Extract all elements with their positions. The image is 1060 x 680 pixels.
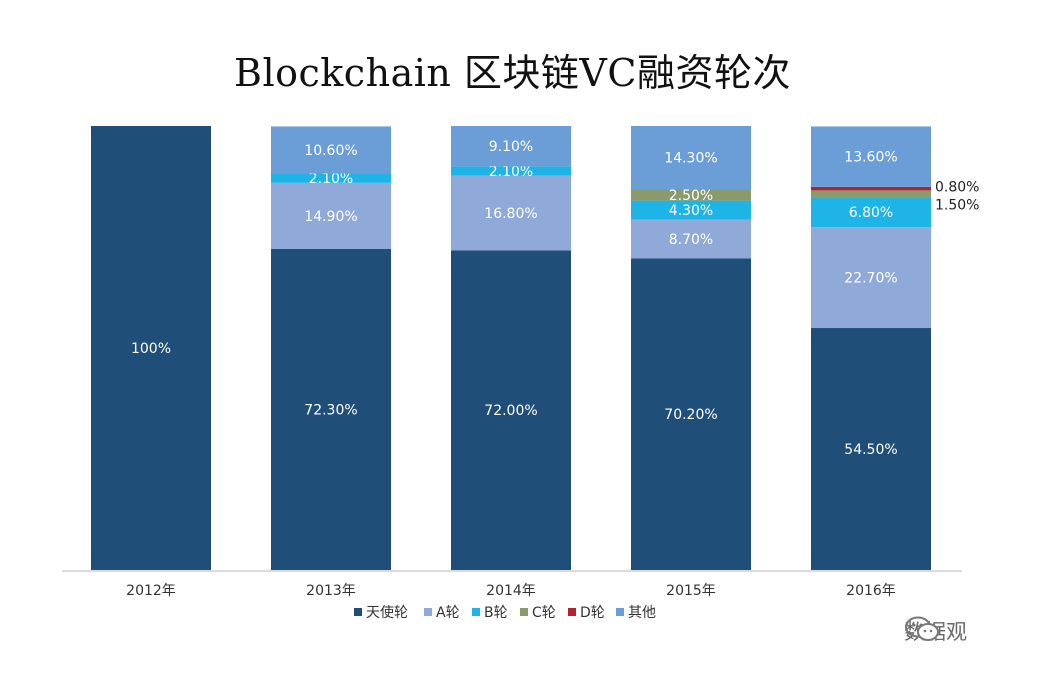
legend-swatch (568, 608, 576, 616)
data-label-outside: 1.50% (935, 198, 979, 214)
data-label: 54.50% (844, 442, 897, 458)
bar-segment-B轮 (451, 166, 571, 176)
bar-segment-天使轮 (91, 126, 211, 570)
x-tick-label: 2016年 (846, 583, 896, 599)
data-label: 14.30% (664, 151, 717, 167)
legend-label: B轮 (484, 605, 508, 621)
bar-segment-B轮 (811, 197, 931, 228)
watermark: 数据观 (904, 616, 967, 646)
data-label: 2.10% (489, 164, 533, 180)
bar-segment-C轮 (811, 190, 931, 198)
legend-label: C轮 (532, 605, 556, 621)
data-label: 4.30% (669, 203, 713, 219)
data-label-outside: 0.80% (935, 180, 979, 196)
legend-label: 天使轮 (366, 604, 408, 621)
bar-segment-其他 (811, 126, 931, 187)
data-label: 6.80% (849, 205, 893, 221)
x-tick-label: 2013年 (306, 583, 356, 599)
data-label: 13.60% (844, 150, 897, 166)
chart-title: Blockchain 区块链VC融资轮次 (234, 51, 791, 95)
bar-segment-B轮 (631, 200, 751, 220)
legend-swatch (520, 608, 528, 616)
x-tick-label: 2014年 (486, 583, 536, 599)
bar-segment-A轮 (451, 175, 571, 251)
legend-label: D轮 (580, 605, 605, 621)
x-tick-label: 2015年 (666, 583, 716, 599)
bar-segment-A轮 (631, 219, 751, 259)
bar-segment-天使轮 (631, 258, 751, 570)
data-label: 8.70% (669, 232, 713, 248)
legend-swatch (616, 608, 624, 616)
data-label: 9.10% (489, 139, 533, 155)
wechat-logo-icon (905, 616, 939, 641)
bar-segment-其他 (631, 126, 751, 190)
bar-segment-天使轮 (451, 250, 571, 570)
bar-segment-B轮 (271, 173, 391, 183)
legend-label: A轮 (436, 605, 460, 621)
legend-swatch (472, 608, 480, 616)
data-label: 14.90% (304, 209, 357, 225)
bar-segment-A轮 (811, 227, 931, 329)
bar-segment-D轮 (811, 186, 931, 191)
legend-swatch (354, 608, 362, 616)
data-label: 100% (131, 341, 171, 357)
bar-segment-C轮 (631, 189, 751, 201)
bar-segment-天使轮 (271, 248, 391, 570)
data-label: 70.20% (664, 407, 717, 423)
x-tick-label: 2012年 (126, 583, 176, 599)
legend-swatch (424, 608, 432, 616)
bar-segment-其他 (271, 126, 391, 174)
bar-segment-其他 (451, 126, 571, 167)
legend-label: 其他 (628, 605, 656, 621)
bar-segment-天使轮 (811, 328, 931, 570)
data-label: 16.80% (484, 206, 537, 222)
data-label: 2.50% (669, 188, 713, 204)
data-label: 2.10% (309, 171, 353, 187)
bar-segment-A轮 (271, 182, 391, 249)
data-label: 10.60% (304, 143, 357, 159)
data-label: 72.00% (484, 403, 537, 419)
data-label: 22.70% (844, 271, 897, 287)
data-label: 72.30% (304, 402, 357, 418)
